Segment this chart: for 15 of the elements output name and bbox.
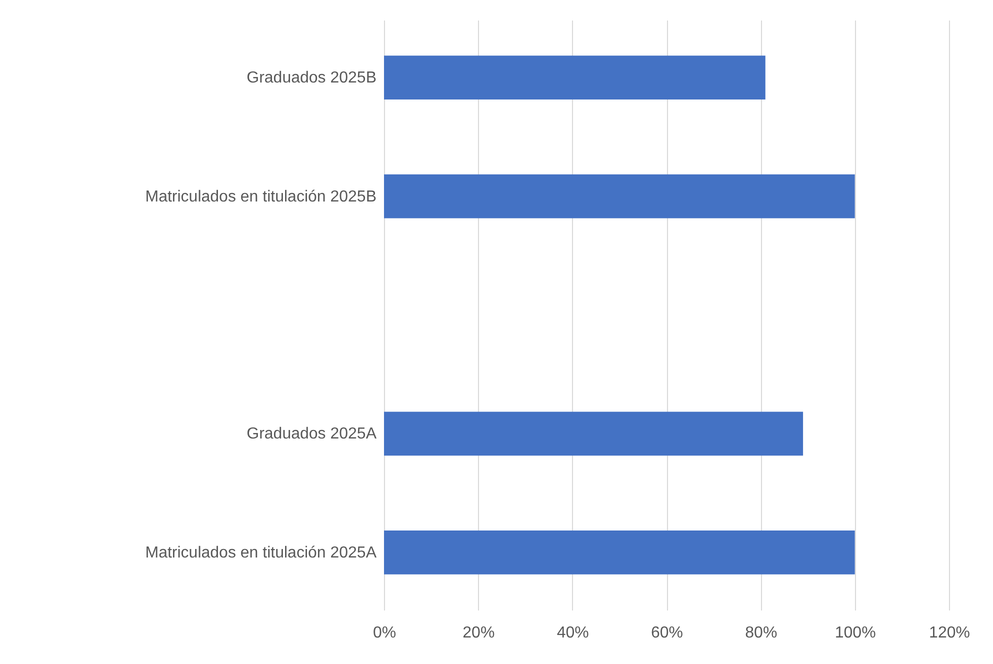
y-tick-label: Graduados 2025A: [246, 426, 377, 443]
bar: [384, 412, 804, 456]
y-tick-label: Graduados 2025B: [246, 70, 376, 87]
bar: [384, 174, 855, 218]
y-tick-label: Matriculados en titulación 2025A: [145, 544, 377, 562]
bar: [384, 56, 766, 100]
x-tick-label: 120%: [929, 624, 970, 642]
x-tick-label: 60%: [650, 624, 684, 642]
x-tick-label: 0%: [372, 624, 396, 642]
x-tick-label: 20%: [462, 624, 495, 642]
x-tick-label: 40%: [556, 624, 589, 642]
x-tick-label: 80%: [745, 624, 778, 642]
y-tick-label: Matriculados en titulación 2025B: [145, 188, 376, 206]
bar: [384, 530, 855, 574]
x-tick-label: 100%: [834, 624, 876, 642]
